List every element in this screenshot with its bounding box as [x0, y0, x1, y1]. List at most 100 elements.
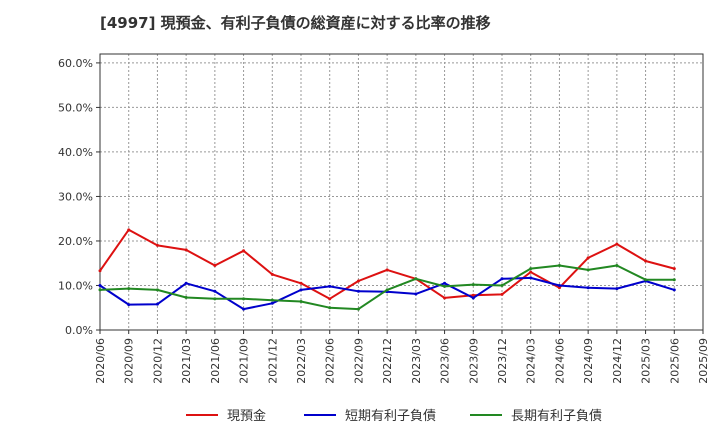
series-2-point	[328, 284, 332, 288]
series-3-point	[385, 288, 389, 292]
x-tick-label: 2025/09	[697, 338, 710, 384]
y-tick-label: 0.0%	[65, 324, 93, 337]
series-3-point	[557, 263, 561, 267]
y-tick-label: 30.0%	[58, 190, 93, 203]
series-1-point	[213, 263, 217, 267]
x-tick-label: 2022/09	[352, 338, 365, 384]
legend-label: 現預金	[227, 408, 266, 424]
x-tick-label: 2025/03	[640, 338, 653, 384]
series-2-point	[270, 301, 274, 305]
x-axis: 2020/06 2020/09 2020/12 2021/03 2021/06 2021/…	[94, 330, 710, 384]
y-tick-label: 10.0%	[58, 279, 93, 292]
series-2-point	[500, 277, 504, 281]
y-tick-label: 60.0%	[58, 57, 93, 70]
legend-label: 短期有利子負債	[345, 409, 436, 424]
grid	[99, 54, 704, 331]
series-3-point	[98, 288, 102, 292]
x-tick-label: 2022/06	[324, 338, 337, 384]
series-2-point	[242, 307, 246, 311]
series-3-point	[328, 306, 332, 310]
x-tick-label: 2023/12	[496, 338, 509, 384]
series-2-point	[529, 276, 533, 280]
series-2-point	[557, 283, 561, 287]
series-3-point	[213, 297, 217, 301]
y-axis: 0.0% 10.0% 20.0% 30.0% 40.0% 50.0% 60.0%	[58, 57, 100, 337]
series-3-point	[356, 307, 360, 311]
series-1-point	[328, 297, 332, 301]
chart-title: [4997] 現預金、有利子負債の総資産に対する比率の推移	[100, 14, 491, 32]
x-tick-label: 2024/06	[553, 338, 566, 384]
series-1-point	[242, 249, 246, 253]
series-1-point	[443, 296, 447, 300]
series-2-point	[155, 302, 159, 306]
series-2-point	[414, 292, 418, 296]
series-2-point	[127, 303, 131, 307]
series-2-point	[299, 288, 303, 292]
series-2-point	[356, 289, 360, 293]
legend: 現預金 短期有利子負債 長期有利子負債	[186, 408, 602, 424]
series-1-point	[155, 243, 159, 247]
x-tick-label: 2021/12	[266, 338, 279, 384]
series-2-point	[184, 281, 188, 285]
series-1-point	[184, 248, 188, 252]
series-1-point	[615, 242, 619, 246]
series-2-point	[586, 286, 590, 290]
x-tick-label: 2021/06	[209, 338, 222, 384]
series-1-point	[98, 269, 102, 273]
series-3-point	[127, 287, 131, 291]
y-tick-label: 50.0%	[58, 101, 93, 114]
series-3-point	[471, 283, 475, 287]
series-2-point	[615, 287, 619, 291]
series-1-point	[529, 270, 533, 274]
series-3-point	[299, 300, 303, 304]
series-3-point	[615, 263, 619, 267]
series-1-point	[500, 292, 504, 296]
x-tick-label: 2024/03	[525, 338, 538, 384]
series-1-point	[270, 272, 274, 276]
series-3-point	[443, 284, 447, 288]
x-tick-label: 2023/03	[410, 338, 423, 384]
series-1-point	[127, 228, 131, 232]
series-1-point	[299, 281, 303, 285]
x-tick-label: 2020/12	[151, 338, 164, 384]
series-3-point	[184, 296, 188, 300]
series-2-point	[672, 288, 676, 292]
series-3-point	[270, 298, 274, 302]
series-2-point	[443, 281, 447, 285]
series-2-point	[98, 283, 102, 287]
series-3-point	[672, 278, 676, 282]
x-tick-label: 2023/06	[439, 338, 452, 384]
series-3-point	[644, 278, 648, 282]
x-tick-label: 2021/03	[180, 338, 193, 384]
series-1-point	[356, 279, 360, 283]
series-3-point	[155, 288, 159, 292]
x-tick-label: 2022/12	[381, 338, 394, 384]
series-1-point	[557, 286, 561, 290]
series-3-point	[414, 277, 418, 281]
series-3-point	[242, 297, 246, 301]
x-tick-label: 2024/12	[611, 338, 624, 384]
series-3-point	[500, 283, 504, 287]
x-tick-label: 2024/09	[582, 338, 595, 384]
series-1-point	[644, 259, 648, 263]
series-1-point	[385, 268, 389, 272]
series-3-point	[529, 267, 533, 271]
series-3-point	[586, 268, 590, 272]
series-1-point	[471, 293, 475, 297]
x-tick-label: 2020/06	[94, 338, 107, 384]
x-tick-label: 2021/09	[238, 338, 251, 384]
series-layer	[98, 228, 676, 311]
y-tick-label: 20.0%	[58, 235, 93, 248]
x-tick-label: 2023/09	[467, 338, 480, 384]
plot-area	[99, 53, 704, 331]
series-2-point	[471, 296, 475, 300]
series-1-point	[672, 267, 676, 271]
legend-label: 長期有利子負債	[511, 409, 602, 424]
series-1-point	[586, 256, 590, 260]
x-tick-label: 2020/09	[123, 338, 136, 384]
y-tick-label: 40.0%	[58, 146, 93, 159]
x-tick-label: 2025/06	[668, 338, 681, 384]
x-tick-label: 2022/03	[295, 338, 308, 384]
series-2-point	[213, 289, 217, 293]
